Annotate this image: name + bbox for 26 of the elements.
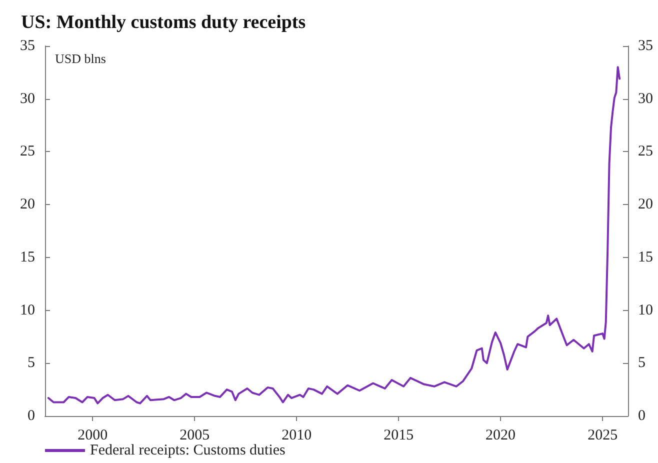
y-axis-title: USD blns — [55, 51, 106, 66]
x-tick-label: 2015 — [384, 428, 414, 444]
chart-title: US: Monthly customs duty receipts — [21, 12, 306, 33]
y2-tick-label: 35 — [638, 38, 653, 54]
y-tick-label: 25 — [20, 144, 35, 160]
y2-tick-label: 5 — [638, 355, 646, 372]
y2-tick-label: 15 — [638, 249, 653, 266]
x-tick-label: 2010 — [282, 428, 312, 444]
y-tick-label: 10 — [20, 302, 35, 318]
x-tick-label: 2020 — [486, 428, 516, 444]
y-tick-label: 30 — [20, 90, 35, 107]
x-tick-label: 2005 — [180, 428, 210, 444]
x-tick-label: 2025 — [588, 428, 618, 444]
y-tick-label: 5 — [28, 355, 35, 372]
y-tick-label: 35 — [20, 38, 35, 54]
y2-tick-label: 10 — [638, 302, 653, 318]
y2-tick-label: 20 — [638, 196, 653, 213]
y2-tick-label: 30 — [638, 90, 653, 107]
y-tick-label: 15 — [20, 249, 35, 266]
y-tick-label: 20 — [20, 196, 35, 213]
x-tick-label: 2000 — [78, 428, 108, 444]
y-tick-label: 0 — [28, 408, 35, 424]
y2-tick-label: 0 — [638, 408, 646, 424]
legend-label: Federal receipts: Customs duties — [90, 442, 286, 458]
line-series — [47, 66, 621, 404]
y2-tick-label: 25 — [638, 144, 653, 160]
